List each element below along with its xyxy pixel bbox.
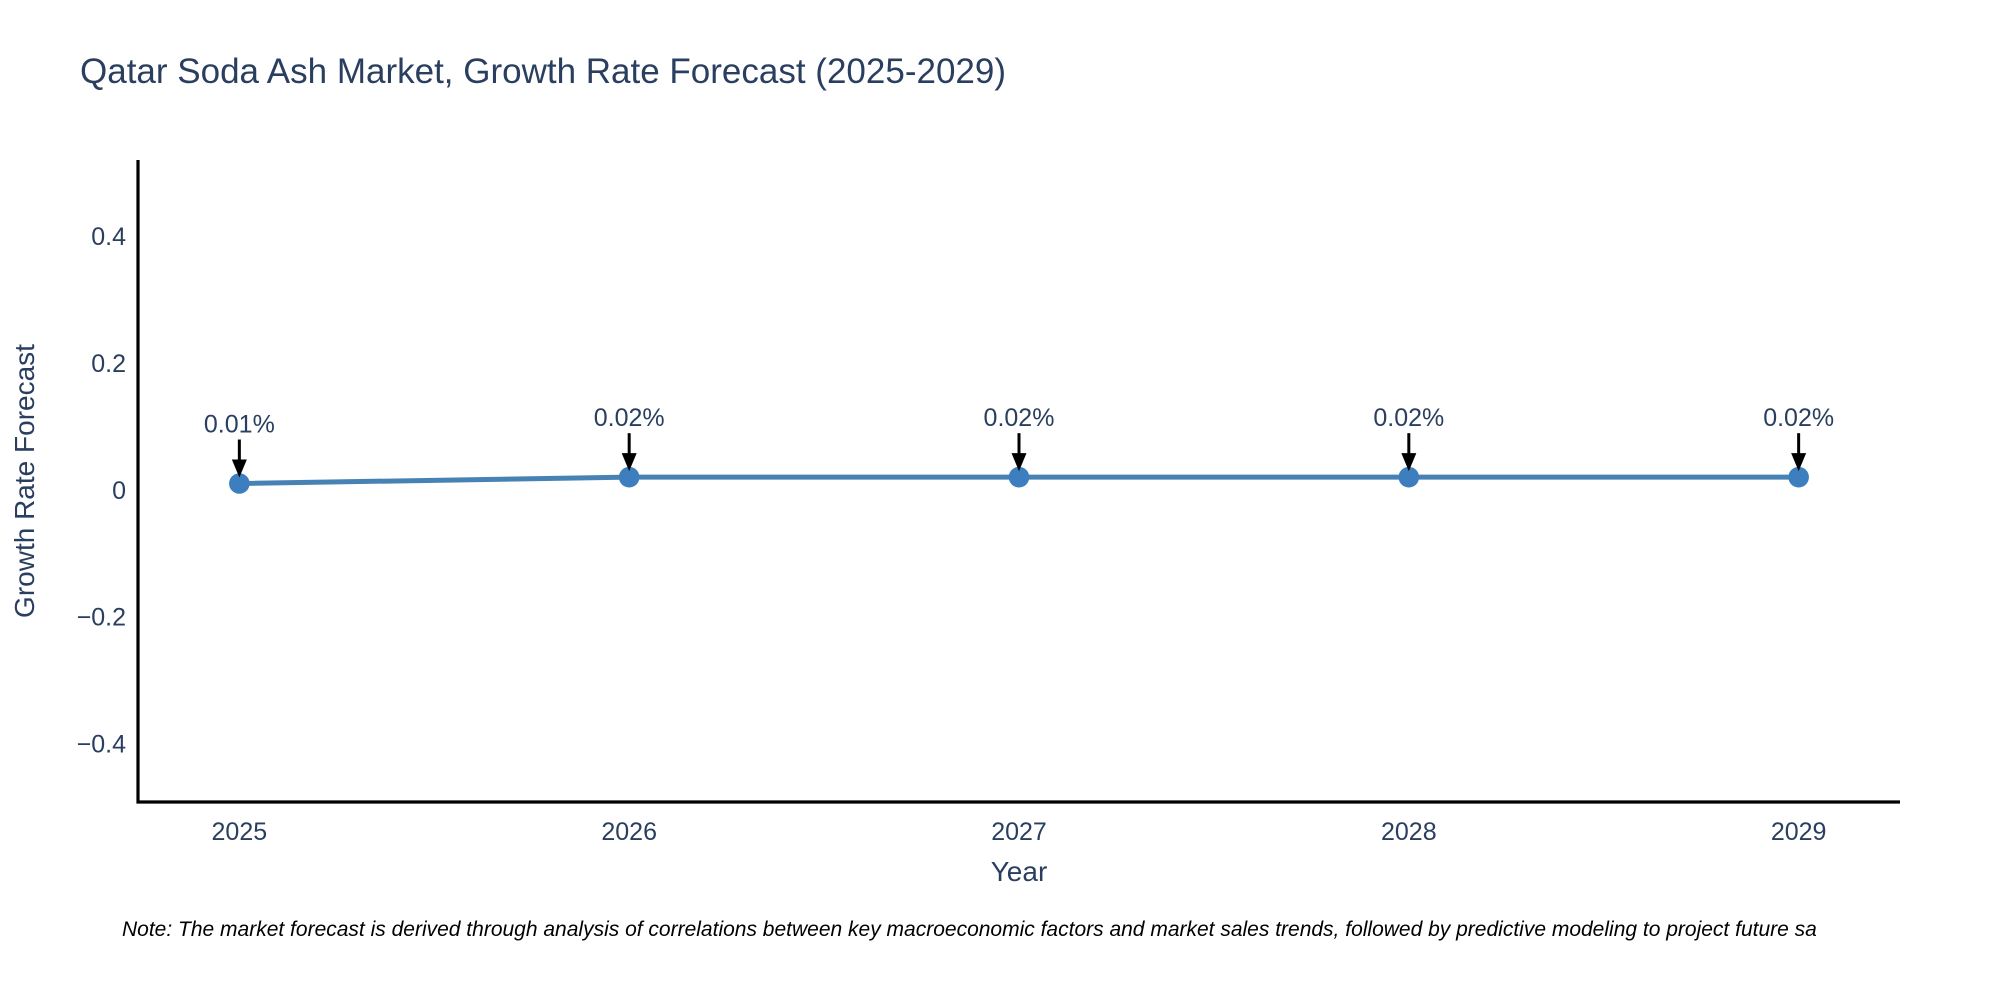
data-point-marker[interactable] [229,473,250,494]
y-axis-title: Growth Rate Forecast [9,344,40,618]
y-tick-label: 0 [112,477,126,505]
data-point-marker[interactable] [1008,466,1030,488]
annotation-arrowhead-icon [231,459,247,478]
annotation-arrowhead-icon [1401,453,1417,472]
annotation-label: 0.02% [1373,404,1444,432]
data-point-marker[interactable] [618,466,640,488]
x-axis-title: Year [991,856,1048,887]
data-point-marker[interactable] [1788,466,1809,488]
x-tick-label: 2026 [601,818,657,846]
annotation-arrowhead-icon [1791,453,1807,472]
chart-title: Qatar Soda Ash Market, Growth Rate Forec… [80,52,1006,91]
x-tick-label: 2025 [212,818,268,846]
y-tick-label: 0.2 [91,350,126,378]
plot-area[interactable]: 0.4 0.2 0 −0.2 −0.4 2025 2026 2027 2028 2029 Year G… [0,0,2000,900]
footnote: Note: The market forecast is derived thr… [122,918,1817,941]
annotation-label: 0.02% [984,404,1055,432]
y-tick-label: −0.4 [77,730,126,758]
y-tick-label: 0.4 [91,223,126,251]
x-tick-label: 2027 [991,818,1047,846]
annotation-arrowhead-icon [621,453,637,472]
annotation-label: 0.02% [594,404,665,432]
data-point-marker[interactable] [1398,466,1420,488]
annotation-label: 0.02% [1763,404,1834,432]
x-tick-label: 2028 [1381,818,1437,846]
axis-lines [136,160,1900,804]
annotation-arrowhead-icon [1011,453,1027,472]
x-tick-label: 2029 [1771,818,1827,846]
annotation-label: 0.01% [204,411,275,439]
y-tick-label: −0.2 [77,604,126,632]
